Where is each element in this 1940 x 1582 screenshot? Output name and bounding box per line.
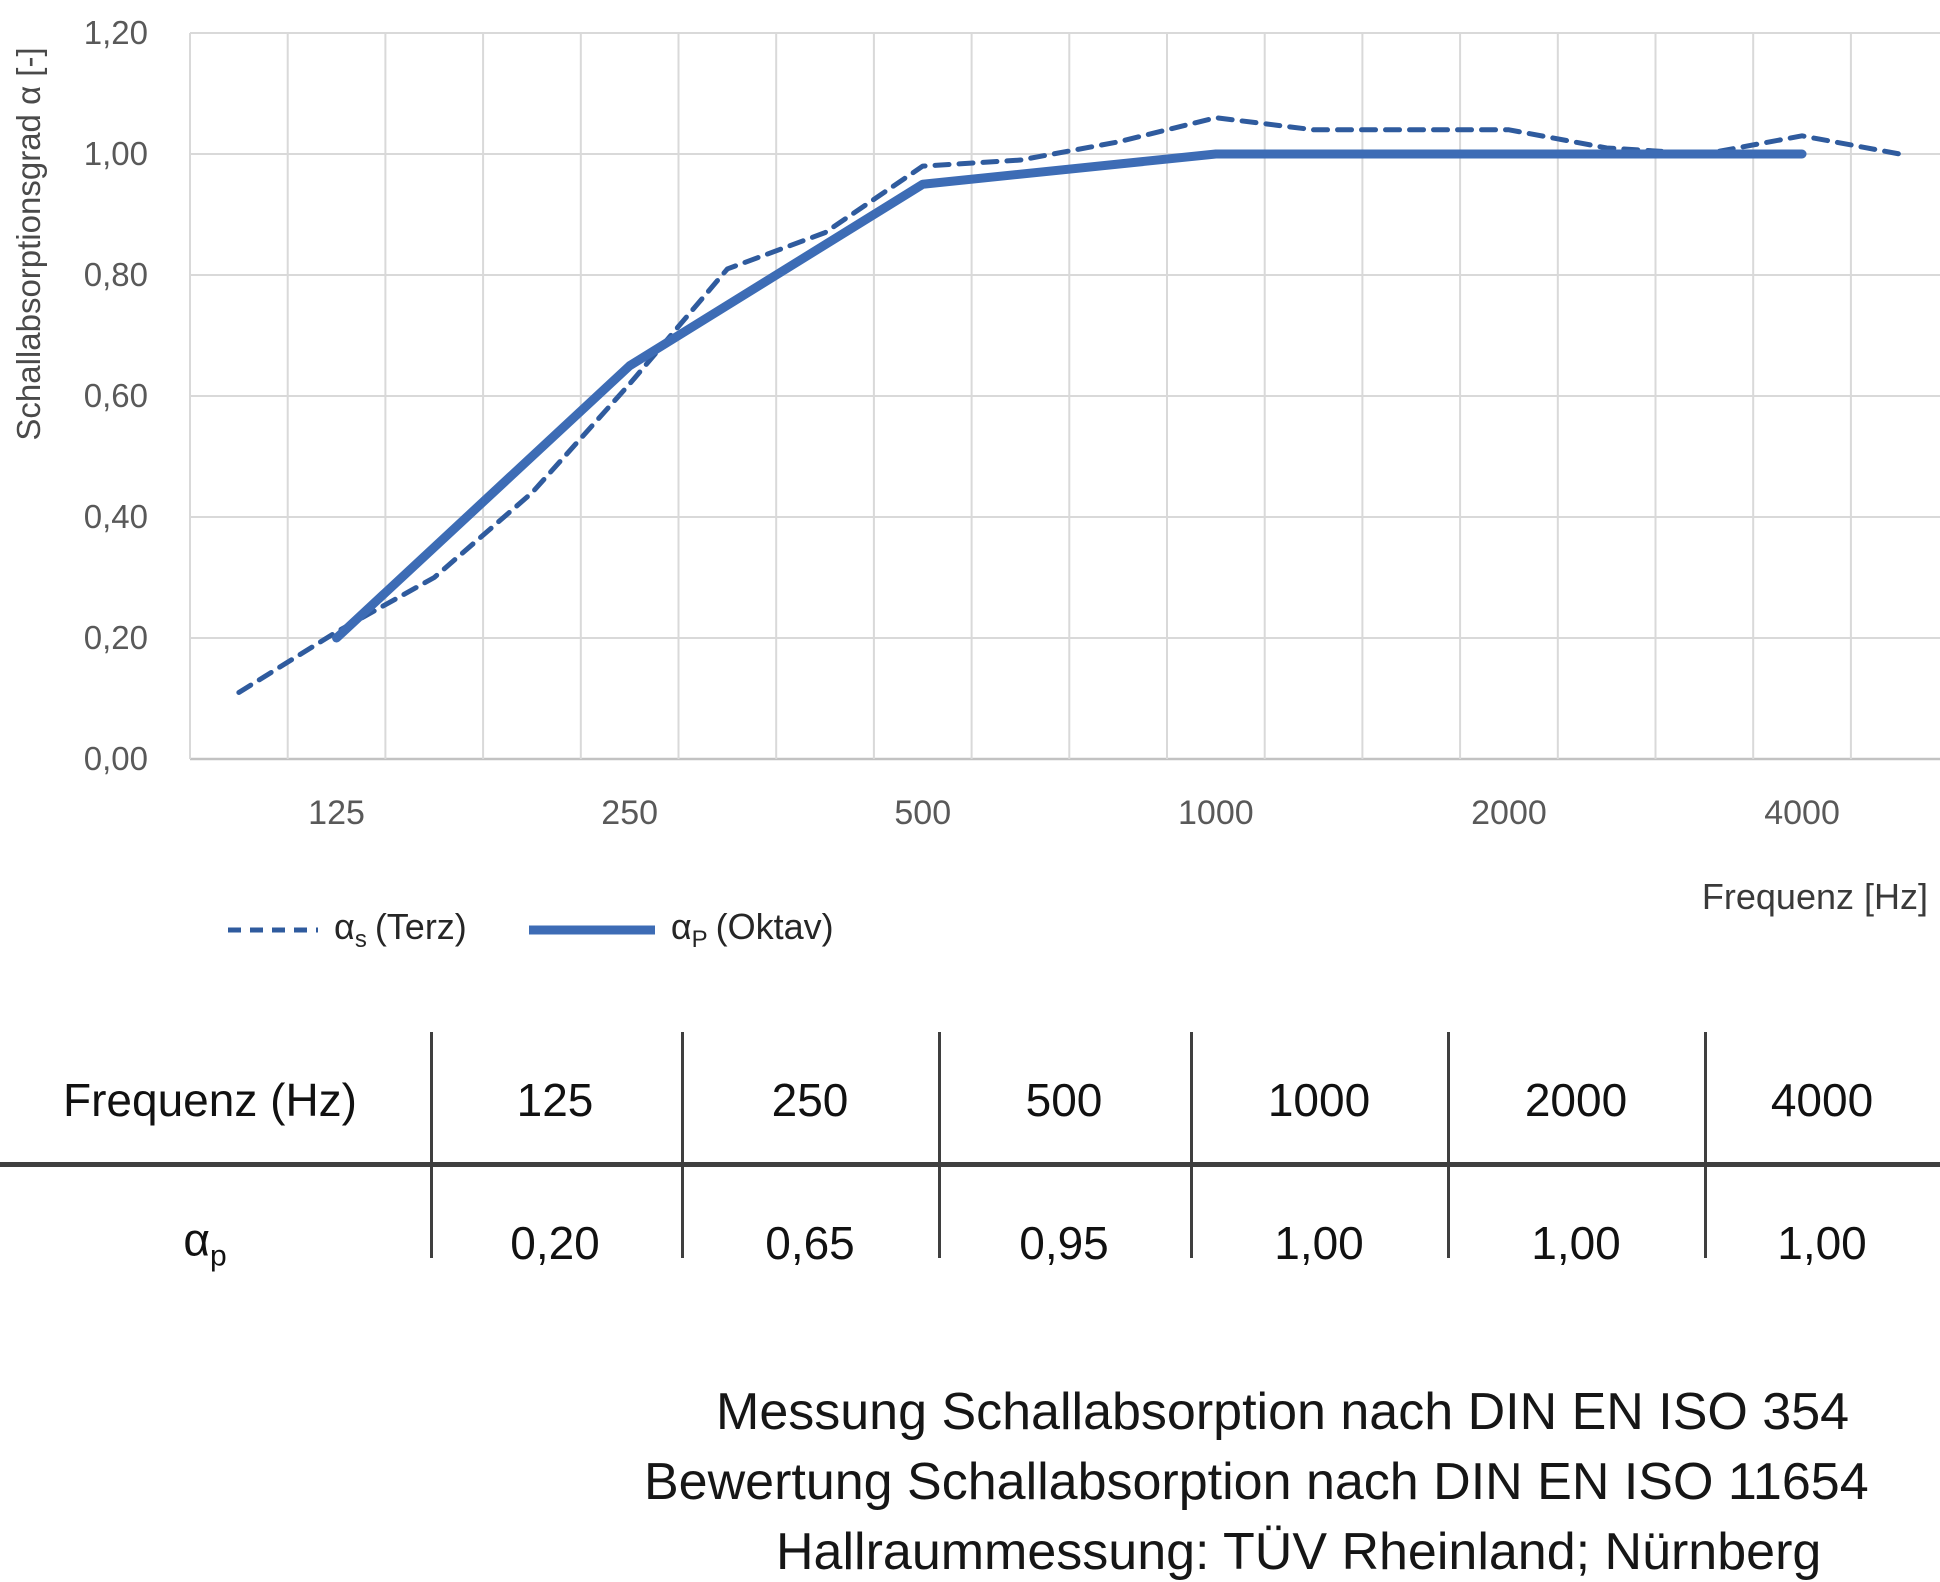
table-row-label: αp [183, 1213, 227, 1273]
table-row-value: 1,00 [1274, 1217, 1364, 1269]
y-tick-label: 1,20 [84, 14, 148, 51]
y-tick-label: 0,80 [84, 256, 148, 293]
table-row-value: 0,95 [1019, 1217, 1109, 1269]
y-tick-label: 0,60 [84, 377, 148, 414]
table-column-separator [1447, 1032, 1450, 1258]
legend-label-terz: αs (Terz) [334, 905, 467, 954]
table-row-value: 0,65 [765, 1217, 855, 1269]
x-tick-label: 250 [601, 794, 658, 832]
alpha-p-oktav-series-line [332, 149, 1807, 643]
table-column-separator [1704, 1032, 1707, 1258]
table-header-value: 2000 [1524, 1074, 1628, 1126]
y-tick-label: 0,00 [84, 740, 148, 777]
footer-note-line: Bewertung Schallabsorption nach DIN EN I… [644, 1453, 1869, 1511]
y-tick-label: 1,00 [84, 135, 148, 172]
legend-item-terz: αs (Terz) [228, 906, 467, 954]
footer-note-line: Hallraummessung: TÜV Rheinland; Nürnberg [776, 1523, 1822, 1581]
table-header-value: 125 [516, 1074, 594, 1126]
x-tick-label: 1000 [1178, 794, 1254, 832]
y-tick-label: 0,20 [84, 619, 148, 656]
legend-label-oktav: αP (Oktav) [670, 905, 834, 954]
alpha-s-terz-series-line [236, 115, 1903, 695]
chart-legend: αs (Terz) αP (Oktav) [228, 898, 834, 962]
x-tick-label: 125 [308, 794, 365, 832]
table-column-separator [430, 1032, 433, 1258]
table-header-label: Frequenz (Hz) [63, 1074, 357, 1126]
table-header-rule [0, 1162, 1940, 1167]
footer-note-line: Messung Schallabsorption nach DIN EN ISO… [716, 1383, 1850, 1441]
table-header-value: 250 [771, 1074, 849, 1126]
table-header-value: 500 [1025, 1074, 1103, 1126]
table-row-value: 1,00 [1531, 1217, 1621, 1269]
y-tick-label: 0,40 [84, 498, 148, 535]
table-column-separator [938, 1032, 941, 1258]
x-axis-title: Frequenz [Hz] [1701, 876, 1928, 917]
table-row-value: 1,00 [1777, 1217, 1867, 1269]
x-tick-label: 500 [894, 794, 951, 832]
legend-item-oktav: αP (Oktav) [528, 905, 834, 954]
table-column-separator [681, 1032, 684, 1258]
y-axis-title: Schallabsorptionsgrad α [-] [10, 47, 47, 441]
table-column-separator [1190, 1032, 1193, 1258]
x-tick-label: 2000 [1471, 794, 1547, 832]
solid-line-swatch-icon [528, 925, 655, 935]
dashed-line-swatch-icon [228, 927, 318, 933]
absorption-chart: 0,00 0,20 0,40 0,60 0,80 1,00 1,20 125 250 500 100… [84, 14, 1940, 832]
table-row-value: 0,20 [510, 1217, 600, 1269]
table-header-value: 4000 [1770, 1074, 1874, 1126]
table-header-value: 1000 [1267, 1074, 1371, 1126]
x-tick-label: 4000 [1764, 794, 1840, 832]
